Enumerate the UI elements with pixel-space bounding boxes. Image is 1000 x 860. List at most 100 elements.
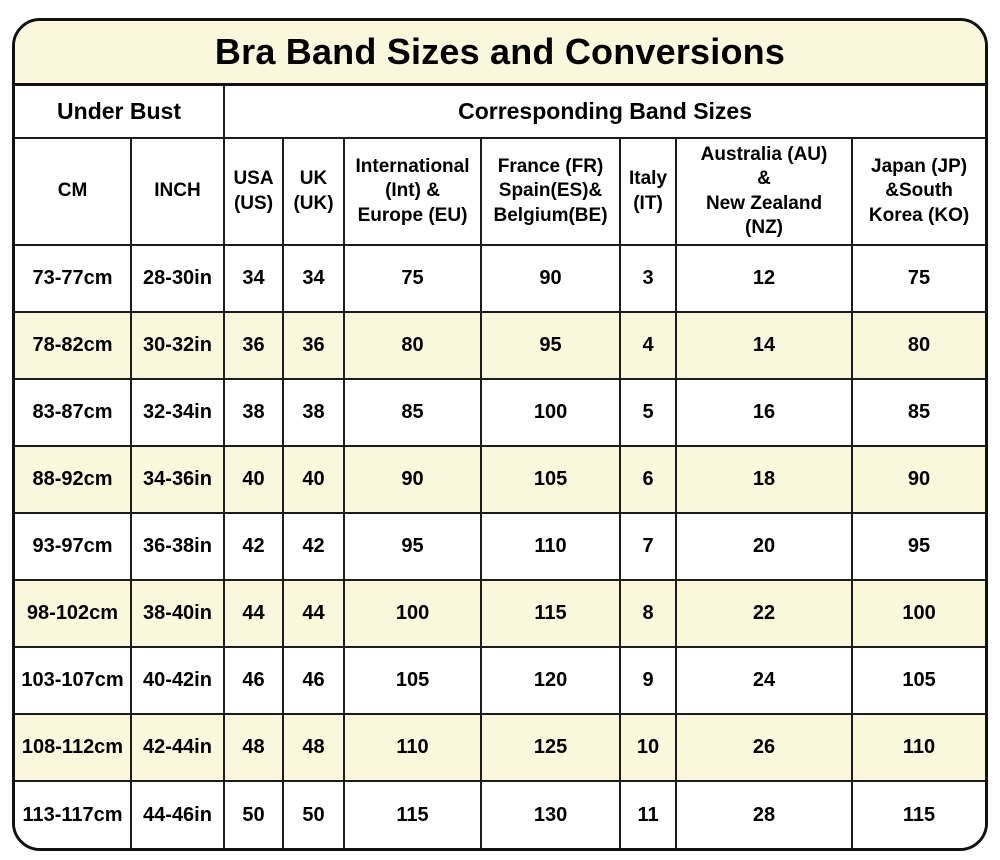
- table-row: 103-107cm 40-42in 46 46 105 120 9 24 105: [15, 646, 985, 715]
- table-cell: 10: [619, 713, 678, 782]
- table-cell: 115: [480, 579, 622, 648]
- table-cell: 108-112cm: [15, 713, 132, 782]
- table-cell: 40: [282, 445, 346, 514]
- table-cell: 95: [480, 311, 622, 380]
- table-cell: 36: [282, 311, 346, 380]
- table-cell: 115: [851, 780, 985, 848]
- table-cell: 48: [282, 713, 346, 782]
- table-cell: 98-102cm: [15, 579, 132, 648]
- table-cell: 105: [480, 445, 622, 514]
- column-header-japan-south-korea: Japan (JP) &South Korea (KO): [851, 137, 985, 246]
- table-row: 98-102cm 38-40in 44 44 100 115 8 22 100: [15, 579, 985, 648]
- table-cell: 12: [675, 244, 854, 313]
- table-cell: 50: [282, 780, 346, 848]
- table-cell: 44: [282, 579, 346, 648]
- table-cell: 115: [343, 780, 483, 848]
- table-cell: 36: [223, 311, 285, 380]
- table-cell: 130: [480, 780, 622, 848]
- table-cell: 8: [619, 579, 678, 648]
- column-header-inch: INCH: [129, 137, 226, 246]
- table-row: 83-87cm 32-34in 38 38 85 100 5 16 85: [15, 378, 985, 447]
- table-cell: 7: [619, 512, 678, 581]
- table-cell: 90: [480, 244, 622, 313]
- table-cell: 34-36in: [129, 445, 226, 514]
- table-cell: 26: [675, 713, 854, 782]
- table-cell: 28: [675, 780, 854, 848]
- table-cell: 28-30in: [129, 244, 226, 313]
- table-cell: 16: [675, 378, 854, 447]
- table-cell: 34: [282, 244, 346, 313]
- size-conversion-card: Bra Band Sizes and Conversions Under Bus…: [12, 18, 988, 851]
- table-cell: 5: [619, 378, 678, 447]
- table-cell: 110: [480, 512, 622, 581]
- table-cell: 100: [480, 378, 622, 447]
- column-header-row: CM INCH USA (US) UK (UK) International (…: [15, 137, 985, 246]
- table-cell: 75: [851, 244, 985, 313]
- table-cell: 42: [223, 512, 285, 581]
- table-cell: 20: [675, 512, 854, 581]
- table-cell: 11: [619, 780, 678, 848]
- table-cell: 3: [619, 244, 678, 313]
- table-cell: 85: [343, 378, 483, 447]
- table-cell: 80: [851, 311, 985, 380]
- size-conversion-table: Under Bust Corresponding Band Sizes CM I…: [15, 86, 985, 848]
- table-cell: 83-87cm: [15, 378, 132, 447]
- column-header-italy: Italy (IT): [619, 137, 678, 246]
- table-cell: 38: [282, 378, 346, 447]
- table-cell: 113-117cm: [15, 780, 132, 848]
- table-cell: 14: [675, 311, 854, 380]
- group-header-row: Under Bust Corresponding Band Sizes: [15, 86, 985, 139]
- table-cell: 95: [343, 512, 483, 581]
- column-header-cm: CM: [15, 137, 132, 246]
- table-cell: 100: [851, 579, 985, 648]
- table-cell: 40: [223, 445, 285, 514]
- page-title: Bra Band Sizes and Conversions: [214, 31, 786, 72]
- table-cell: 95: [851, 512, 985, 581]
- table-cell: 30-32in: [129, 311, 226, 380]
- table-cell: 48: [223, 713, 285, 782]
- table-cell: 42: [282, 512, 346, 581]
- table-cell: 34: [223, 244, 285, 313]
- table-cell: 75: [343, 244, 483, 313]
- table-row: 78-82cm 30-32in 36 36 80 95 4 14 80: [15, 311, 985, 380]
- table-cell: 105: [343, 646, 483, 715]
- table-cell: 73-77cm: [15, 244, 132, 313]
- table-cell: 6: [619, 445, 678, 514]
- table-cell: 38: [223, 378, 285, 447]
- table-cell: 4: [619, 311, 678, 380]
- table-cell: 38-40in: [129, 579, 226, 648]
- table-cell: 32-34in: [129, 378, 226, 447]
- table-cell: 44-46in: [129, 780, 226, 848]
- table-cell: 90: [343, 445, 483, 514]
- table-cell: 93-97cm: [15, 512, 132, 581]
- table-cell: 78-82cm: [15, 311, 132, 380]
- table-cell: 22: [675, 579, 854, 648]
- column-header-australia-new-zealand: Australia (AU) & New Zealand (NZ): [675, 137, 854, 246]
- table-row: 88-92cm 34-36in 40 40 90 105 6 18 90: [15, 445, 985, 514]
- table-row: 93-97cm 36-38in 42 42 95 110 7 20 95: [15, 512, 985, 581]
- table-cell: 100: [343, 579, 483, 648]
- column-header-uk: UK (UK): [282, 137, 346, 246]
- table-cell: 85: [851, 378, 985, 447]
- table-cell: 90: [851, 445, 985, 514]
- group-header-corresponding-band-sizes: Corresponding Band Sizes: [223, 86, 985, 139]
- group-header-under-bust: Under Bust: [15, 86, 226, 139]
- column-header-international-europe: International (Int) & Europe (EU): [343, 137, 483, 246]
- table-cell: 42-44in: [129, 713, 226, 782]
- table-cell: 44: [223, 579, 285, 648]
- table-cell: 88-92cm: [15, 445, 132, 514]
- table-cell: 105: [851, 646, 985, 715]
- table-cell: 18: [675, 445, 854, 514]
- table-cell: 120: [480, 646, 622, 715]
- table-cell: 50: [223, 780, 285, 848]
- table-row: 113-117cm 44-46in 50 50 115 130 11 28 11…: [15, 780, 985, 848]
- table-cell: 46: [282, 646, 346, 715]
- table-cell: 110: [343, 713, 483, 782]
- table-cell: 103-107cm: [15, 646, 132, 715]
- column-header-usa: USA (US): [223, 137, 285, 246]
- column-header-france-spain-belgium: France (FR) Spain(ES)& Belgium(BE): [480, 137, 622, 246]
- title-bar: Bra Band Sizes and Conversions: [15, 21, 985, 86]
- table-cell: 125: [480, 713, 622, 782]
- table-cell: 110: [851, 713, 985, 782]
- table-cell: 40-42in: [129, 646, 226, 715]
